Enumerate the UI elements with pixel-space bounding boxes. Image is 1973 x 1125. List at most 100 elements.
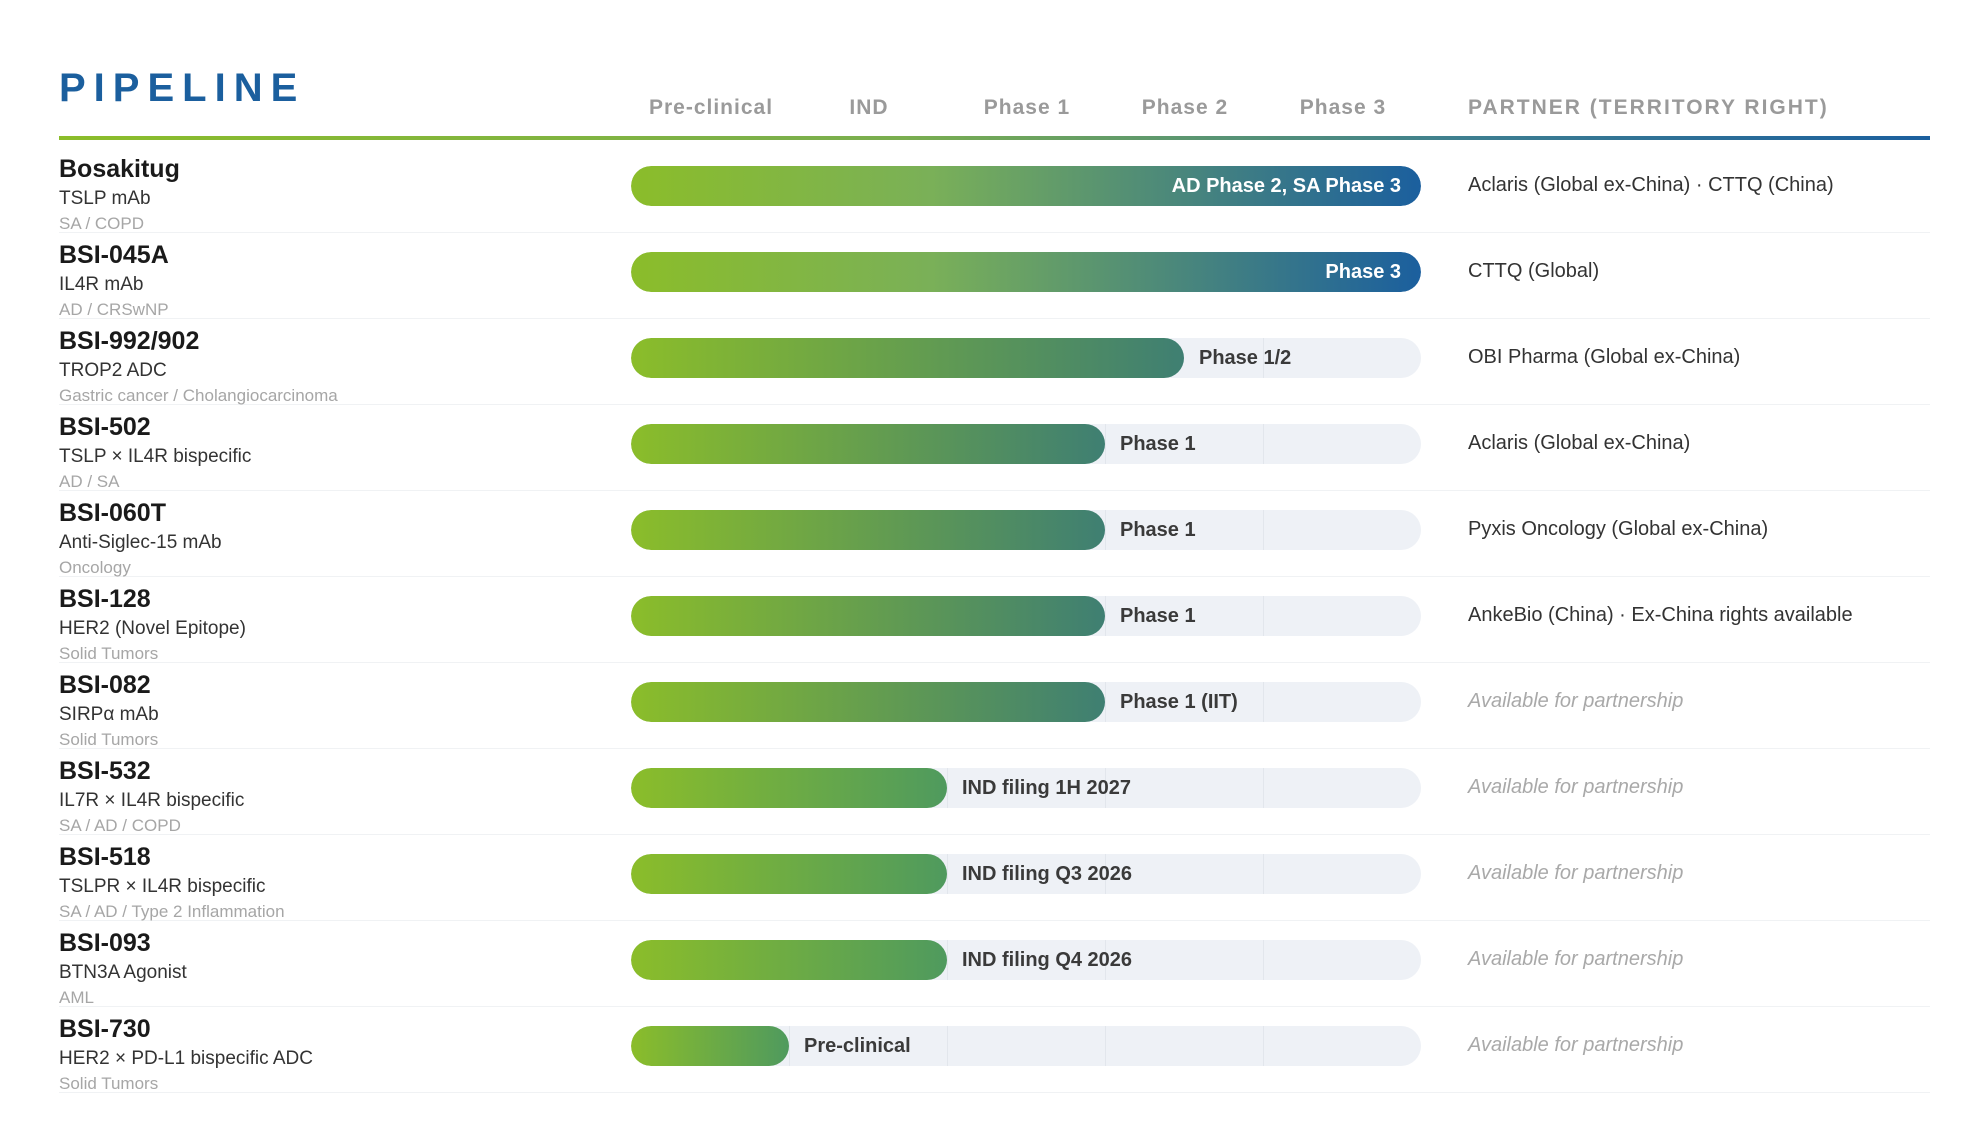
stage-label: Phase 1 <box>1120 605 1196 627</box>
pipeline-row: BSI-502 TSLP × IL4R bispecific AD / SA Phas… <box>59 404 1930 491</box>
stage-track: IND filing 1H 2027 <box>631 768 1421 808</box>
stage-divider <box>1105 424 1106 464</box>
pipeline-row: BSI-060T Anti-Siglec-15 mAb Oncology Phase … <box>59 490 1930 577</box>
drug-target: IL4R mAb <box>59 274 144 295</box>
drug-indication: SA / AD / Type 2 Inflammation <box>59 902 285 921</box>
drug-target: TSLP mAb <box>59 188 151 209</box>
stage-track: Pre-clinical <box>631 1026 1421 1066</box>
drug-name: BSI-093 <box>59 929 151 957</box>
drug-name: BSI-502 <box>59 413 151 441</box>
stage-divider <box>1263 596 1264 636</box>
progress-bar <box>631 1026 789 1066</box>
progress-bar <box>631 854 947 894</box>
drug-indication: AD / CRSwNP <box>59 300 169 319</box>
stage-divider <box>1263 510 1264 550</box>
stage-divider <box>1105 854 1106 894</box>
progress-bar <box>631 338 1184 378</box>
stage-label: Phase 1 (IIT) <box>1120 691 1238 713</box>
stage-divider <box>947 768 948 808</box>
drug-target: SIRPα mAb <box>59 704 159 725</box>
drug-name: Bosakitug <box>59 155 180 183</box>
stage-divider <box>1263 940 1264 980</box>
progress-bar <box>631 682 1105 722</box>
stage-label: Phase 1 <box>1120 433 1196 455</box>
pipeline-row: Bosakitug TSLP mAb SA / COPD AD Phase 2, SA… <box>59 146 1930 233</box>
drug-target: TROP2 ADC <box>59 360 167 381</box>
drug-name: BSI-045A <box>59 241 169 269</box>
drug-name: BSI-128 <box>59 585 151 613</box>
progress-bar <box>631 596 1105 636</box>
stage-track: IND filing Q3 2026 <box>631 854 1421 894</box>
drug-indication: Solid Tumors <box>59 1074 159 1093</box>
stage-header-phase-1: Phase 1 <box>983 96 1071 119</box>
stage-divider <box>1105 1026 1106 1066</box>
drug-name: BSI-518 <box>59 843 151 871</box>
stage-label: Phase 3 <box>1325 261 1401 283</box>
pipeline-row: BSI-093 BTN3A Agonist AML IND filing Q4 202… <box>59 920 1930 1007</box>
partner-text: CTTQ (Global) <box>1468 260 1600 282</box>
drug-target: BTN3A Agonist <box>59 962 187 983</box>
drug-indication: Oncology <box>59 558 131 577</box>
stage-divider <box>1263 682 1264 722</box>
stage-divider <box>1105 596 1106 636</box>
stage-divider <box>1263 424 1264 464</box>
stage-divider <box>947 854 948 894</box>
stage-label: IND filing Q4 2026 <box>962 949 1133 971</box>
stage-label: Pre-clinical <box>804 1035 911 1057</box>
drug-indication: AD / SA <box>59 472 120 491</box>
stage-divider <box>1263 338 1264 378</box>
partner-header: PARTNER (TERRITORY RIGHT) <box>1468 96 1829 119</box>
progress-bar <box>631 166 1421 206</box>
pipeline-row: BSI-518 TSLPR × IL4R bispecific SA / AD / … <box>59 834 1930 921</box>
pipeline-row: BSI-532 IL7R × IL4R bispecific SA / AD / C… <box>59 748 1930 835</box>
partner-text: Aclaris (Global ex-China) · CTTQ (China) <box>1468 174 1834 196</box>
stage-divider <box>1105 768 1106 808</box>
drug-indication: Solid Tumors <box>59 644 159 663</box>
partner-text: Pyxis Oncology (Global ex-China) <box>1468 518 1769 540</box>
drug-name: BSI-060T <box>59 499 166 527</box>
pipeline-row: BSI-730 HER2 × PD-L1 bispecific ADC Solid … <box>59 1006 1930 1093</box>
partner-text: Available for partnership <box>1468 690 1684 712</box>
pipeline-row: BSI-082 SIRPα mAb Solid Tumors Phase 1 (IIT… <box>59 662 1930 749</box>
partner-text: OBI Pharma (Global ex-China) <box>1468 346 1741 368</box>
partner-text: Available for partnership <box>1468 862 1684 884</box>
stage-track: Phase 1 (IIT) <box>631 682 1421 722</box>
partner-text: AnkeBio (China) · Ex-China rights availa… <box>1468 604 1853 626</box>
partner-text: Available for partnership <box>1468 776 1684 798</box>
stage-track: AD Phase 2, SA Phase 3 <box>631 166 1421 206</box>
stage-divider <box>1263 1026 1264 1066</box>
stage-header-ind: IND <box>849 96 889 119</box>
pipeline-row: BSI-992/902 TROP2 ADC Gastric cancer / Cho… <box>59 318 1930 405</box>
progress-bar <box>631 768 947 808</box>
stage-track: Phase 1 <box>631 510 1421 550</box>
stage-track: Phase 3 <box>631 252 1421 292</box>
pipeline-row: BSI-128 HER2 (Novel Epitope) Solid Tumors P… <box>59 576 1930 663</box>
drug-indication: Gastric cancer / Cholangiocarcinoma <box>59 386 338 405</box>
progress-bar <box>631 252 1421 292</box>
drug-target: TSLPR × IL4R bispecific <box>59 876 266 897</box>
stage-label: IND filing Q3 2026 <box>962 863 1133 885</box>
stage-divider <box>1263 854 1264 894</box>
drug-target: IL7R × IL4R bispecific <box>59 790 245 811</box>
stage-header-phase-3: Phase 3 <box>1299 96 1387 119</box>
drug-target: Anti-Siglec-15 mAb <box>59 532 222 553</box>
drug-name: BSI-082 <box>59 671 151 699</box>
pipeline-row: BSI-045A IL4R mAb AD / CRSwNP Phase 3 CTTQ (… <box>59 232 1930 319</box>
stage-track: Phase 1 <box>631 596 1421 636</box>
progress-bar <box>631 940 947 980</box>
stage-label: IND filing 1H 2027 <box>962 777 1131 799</box>
progress-bar <box>631 510 1105 550</box>
stage-divider <box>947 1026 948 1066</box>
stage-track: Phase 1/2 <box>631 338 1421 378</box>
stage-divider <box>1105 940 1106 980</box>
drug-indication: SA / COPD <box>59 214 145 233</box>
stage-divider <box>1105 510 1106 550</box>
drug-name: BSI-532 <box>59 757 151 785</box>
drug-indication: Solid Tumors <box>59 730 159 749</box>
stage-header-phase-2: Phase 2 <box>1141 96 1229 119</box>
stage-divider <box>1105 682 1106 722</box>
drug-indication: SA / AD / COPD <box>59 816 181 835</box>
drug-target: TSLP × IL4R bispecific <box>59 446 252 467</box>
page-title: PIPELINE <box>59 66 306 110</box>
drug-name: BSI-992/902 <box>59 327 200 355</box>
